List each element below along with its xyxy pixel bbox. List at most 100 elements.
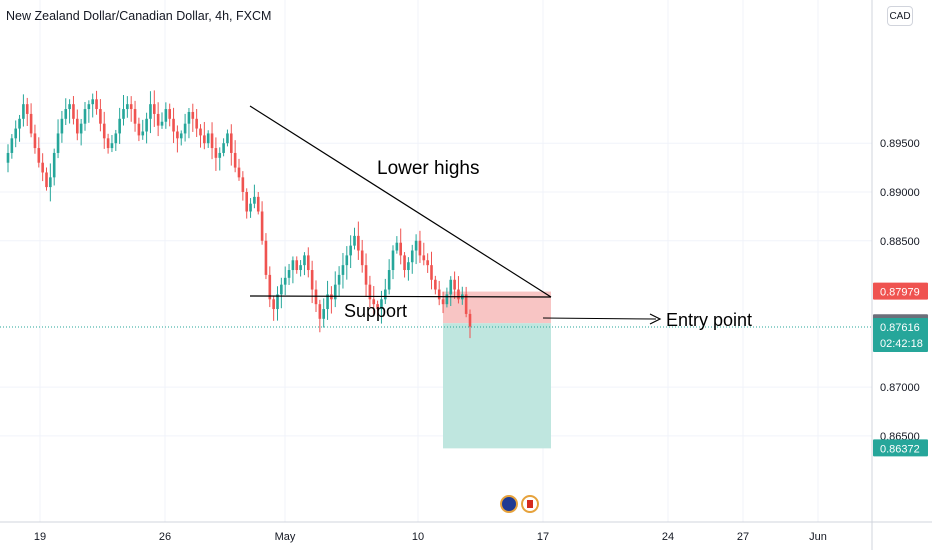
candle-body (222, 143, 225, 153)
candle-body (357, 235, 360, 251)
candle-body (102, 123, 106, 139)
time-axis-tick: 17 (537, 531, 549, 543)
candle-body (280, 284, 283, 295)
candle-body (422, 255, 426, 261)
candle-body (353, 235, 356, 246)
price-label-stop (873, 282, 928, 300)
candle-body (241, 177, 245, 192)
candle-body (37, 148, 41, 163)
candle-body (203, 135, 206, 144)
currency-button[interactable]: CAD (887, 6, 913, 26)
time-axis-tick: May (275, 531, 296, 543)
candle-body (341, 265, 345, 275)
candle-body (326, 294, 329, 310)
candle-body (272, 299, 275, 310)
candle-body (168, 109, 171, 119)
candle-body (122, 109, 125, 119)
candle-body (110, 143, 114, 149)
lower-highs-trendline (249, 105, 552, 298)
candle-body (49, 177, 52, 188)
candle-body (468, 313, 472, 327)
candle-body (372, 299, 376, 305)
candle-body (114, 133, 118, 144)
candle-body (25, 104, 29, 114)
price-label-target-text: 0.86372 (880, 443, 920, 455)
candle-body (214, 148, 218, 158)
ca-flag-mark (527, 500, 533, 508)
candle-body (183, 123, 187, 134)
take-profit-zone (443, 323, 551, 449)
candle-body (464, 294, 468, 314)
candle-body (322, 309, 325, 319)
candle-body (68, 104, 71, 110)
annotation-support: Support (344, 301, 407, 321)
candle-body (156, 113, 160, 126)
candle-body (453, 279, 456, 290)
candle-body (283, 277, 287, 285)
time-axis-tick: 19 (34, 531, 46, 543)
candle-countdown: 02:42:18 (880, 338, 923, 350)
candle-body (399, 242, 402, 256)
candle-body (384, 289, 387, 300)
candle-body (249, 203, 252, 212)
candle-body (149, 104, 152, 119)
candle-body (391, 250, 395, 271)
candle-body (176, 131, 179, 139)
candle-body (430, 265, 433, 280)
candle-body (133, 109, 137, 124)
price-axis-tick: 0.89500 (880, 138, 920, 150)
candle-body (418, 240, 422, 256)
candle-body (95, 99, 98, 110)
time-axis-tick: 10 (412, 531, 424, 543)
candle-body (237, 167, 241, 178)
price-axis-tick: 0.89000 (880, 187, 920, 199)
candle-body (364, 265, 368, 285)
candle-body (441, 299, 445, 305)
candle-body (253, 196, 256, 204)
candle-body (434, 279, 437, 290)
candle-body (126, 104, 129, 110)
candle-body (299, 265, 302, 271)
candle-body (22, 104, 25, 119)
annotation-entry-point: Entry point (666, 310, 752, 330)
candle-body (87, 104, 91, 110)
candle-body (172, 118, 175, 132)
candle-body (226, 133, 229, 144)
entry-arrow-head (649, 313, 662, 325)
price-label-last-text: 0.87616 (880, 322, 920, 334)
candle-body (230, 133, 233, 153)
candle-body (407, 262, 410, 271)
candle-body (187, 111, 191, 124)
price-axis-tick: 0.87000 (880, 382, 920, 394)
candle-body (449, 279, 453, 295)
annotation-lower-highs: Lower highs (377, 158, 479, 179)
candle-body (83, 109, 87, 124)
candle-body (445, 294, 449, 305)
candle-body (337, 274, 341, 285)
candle-body (380, 299, 383, 310)
candle-body (303, 255, 306, 266)
candle-body (52, 152, 56, 178)
price-label-stop-text: 0.87979 (880, 287, 920, 299)
time-axis-tick: 26 (159, 531, 171, 543)
candle-body (233, 152, 237, 168)
candle-body (307, 255, 310, 271)
candle-body (99, 109, 102, 124)
candle-body (410, 250, 414, 263)
candle-body (256, 196, 260, 212)
time-axis-tick: 27 (737, 531, 749, 543)
candle-body (395, 242, 399, 251)
candle-body (403, 255, 406, 271)
support-line (249, 295, 552, 298)
candle-body (360, 250, 364, 266)
candle-body (314, 289, 318, 305)
candle-body (345, 255, 349, 266)
candle-body (18, 118, 21, 129)
price-label-last (873, 318, 928, 352)
price-axis-tick: 0.88500 (880, 236, 920, 248)
candle-body (141, 131, 145, 136)
time-axis-tick: Jun (809, 531, 827, 543)
candle-body (295, 260, 299, 271)
candle-body (160, 121, 164, 126)
